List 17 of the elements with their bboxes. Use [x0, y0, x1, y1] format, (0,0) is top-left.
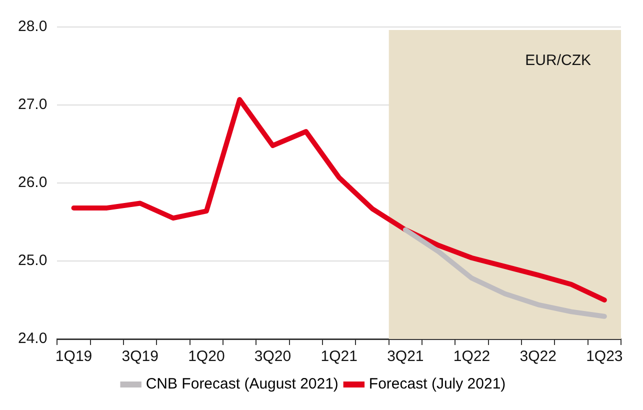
x-tick-label: 3Q20 [254, 348, 292, 366]
x-tick-label: 1Q19 [55, 348, 92, 366]
x-tick-label: 1Q22 [453, 348, 490, 366]
x-tick-label: 1Q21 [320, 348, 358, 366]
x-tick-label: 1Q23 [586, 348, 623, 366]
y-tick-label: 25.0 [18, 252, 48, 270]
x-tick-label: 3Q22 [520, 348, 556, 366]
y-tick-label: 24.0 [18, 330, 48, 348]
y-tick-label: 26.0 [18, 174, 48, 192]
x-tick-label: 1Q20 [188, 348, 225, 366]
y-tick-label: 28.0 [18, 18, 48, 36]
y-tick-label: 27.0 [18, 96, 48, 114]
legend-label: Forecast (July 2021) [368, 376, 506, 393]
x-tick-label: 3Q21 [387, 348, 424, 366]
band-label: EUR/CZK [525, 52, 591, 70]
x-tick-label: 3Q19 [122, 348, 158, 366]
legend-label: CNB Forecast (August 2021) [146, 376, 338, 393]
